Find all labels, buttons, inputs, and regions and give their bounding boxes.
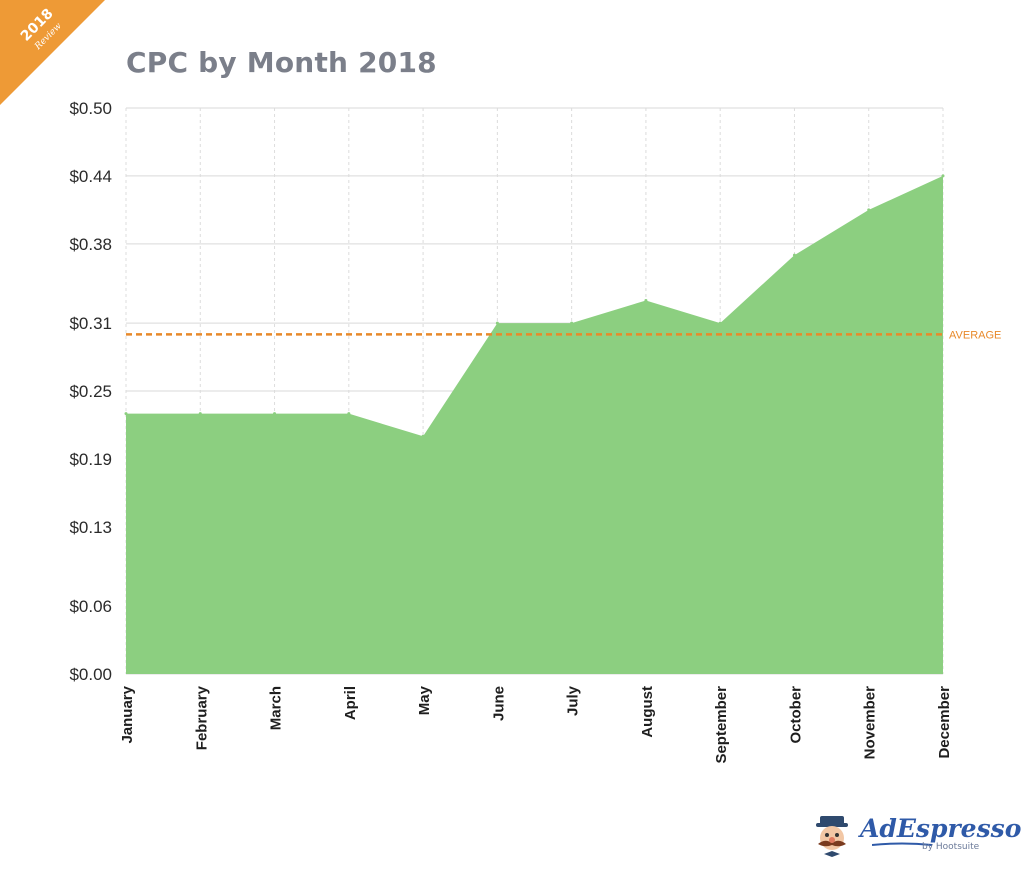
data-point <box>124 412 128 416</box>
y-axis-ticks: $0.00 $0.06 $0.13 $0.19 $0.25 $0.31 $0.38 $0.44… <box>69 99 112 684</box>
y-tick-label: $0.44 <box>69 167 112 186</box>
brand-name: AdEspresso <box>860 814 1022 843</box>
x-tick-label: November <box>862 686 879 760</box>
y-tick-label: $0.00 <box>69 665 112 684</box>
average-label: AVERAGE <box>949 329 1001 341</box>
chart-title: CPC by Month 2018 <box>126 46 437 79</box>
adespresso-logo: AdEspresso by Hootsuite <box>812 812 1021 862</box>
y-tick-label: $0.38 <box>69 235 112 254</box>
data-point <box>495 321 499 325</box>
area-fill <box>126 175 943 675</box>
area-series <box>124 174 945 675</box>
x-tick-label: September <box>713 686 730 764</box>
data-point <box>570 321 574 325</box>
data-point <box>644 298 648 302</box>
data-point <box>421 434 425 438</box>
y-tick-label: $0.13 <box>69 518 112 537</box>
y-tick-label: $0.06 <box>69 597 112 616</box>
x-tick-label: March <box>268 686 285 730</box>
x-tick-label: August <box>639 686 656 738</box>
y-tick-label: $0.19 <box>69 450 112 469</box>
mascot-icon <box>816 816 848 857</box>
x-tick-label: July <box>565 685 582 716</box>
data-point <box>941 174 945 178</box>
brand-swoosh <box>872 842 932 846</box>
y-tick-label: $0.31 <box>69 314 112 333</box>
data-point <box>273 412 277 416</box>
x-tick-label: October <box>787 686 804 744</box>
x-tick-label: June <box>490 686 507 721</box>
x-tick-label: May <box>416 685 433 715</box>
data-point <box>792 253 796 257</box>
data-point <box>347 412 351 416</box>
badge-ribbon <box>0 0 105 105</box>
x-tick-label: January <box>119 685 136 743</box>
data-point <box>718 321 722 325</box>
data-point <box>867 208 871 212</box>
data-point <box>198 412 202 416</box>
year-review-badge: 2018 Review <box>0 0 105 105</box>
x-tick-label: December <box>936 686 953 759</box>
brand-byline: by Hootsuite <box>922 842 980 852</box>
x-axis-ticks: January February March April May June July Augu… <box>119 685 953 763</box>
average-line-group: AVERAGE <box>126 329 1001 341</box>
y-tick-label: $0.25 <box>69 382 112 401</box>
y-tick-label: $0.50 <box>69 99 112 118</box>
x-tick-label: February <box>193 685 210 750</box>
x-tick-label: April <box>342 686 359 720</box>
